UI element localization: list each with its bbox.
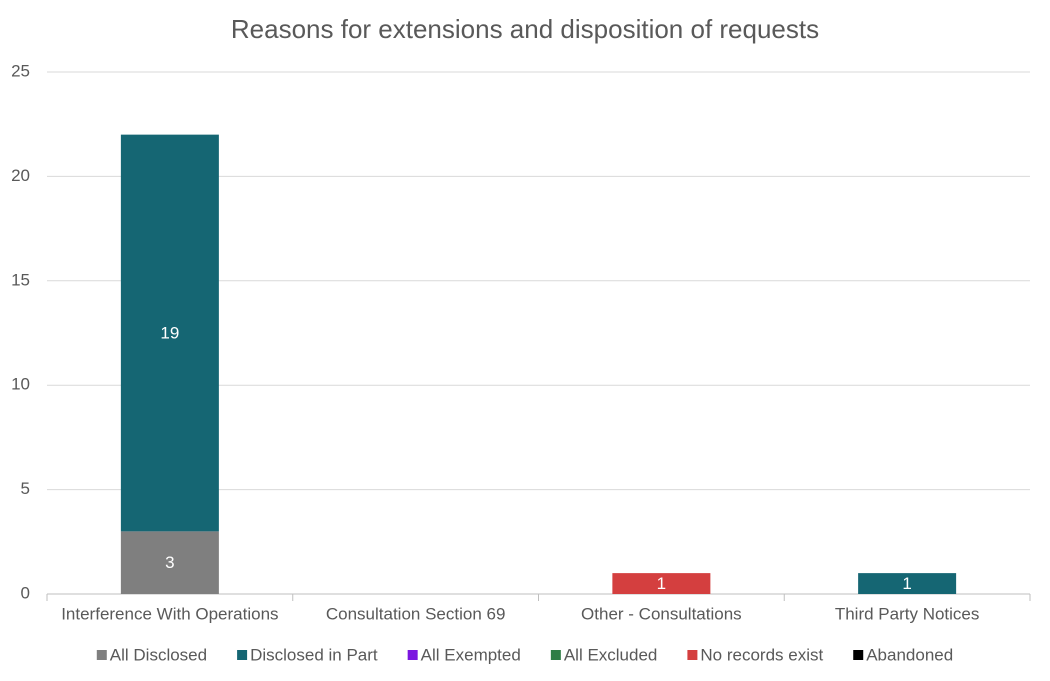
y-tick-label: 25	[11, 61, 30, 80]
data-label: 3	[165, 553, 174, 572]
legend-swatch	[853, 650, 864, 660]
x-tick-label: Third Party Notices	[835, 604, 980, 623]
bar-segment	[120, 531, 219, 594]
legend-label: All Disclosed	[110, 645, 207, 664]
chart-title: Reasons for extensions and disposition o…	[231, 14, 819, 44]
legend-swatch	[96, 650, 107, 660]
y-tick-label: 5	[21, 479, 30, 498]
legend-label: Disclosed in Part	[250, 645, 378, 664]
data-label: 19	[160, 323, 179, 342]
bar-segment	[120, 134, 219, 532]
legend-swatch	[237, 650, 248, 660]
legend-swatch	[407, 650, 418, 660]
data-label: 1	[902, 574, 911, 593]
x-tick-label: Interference With Operations	[61, 604, 278, 623]
x-tick-label: Other - Consultations	[581, 604, 742, 623]
y-tick-label: 10	[11, 375, 30, 394]
legend-label: No records exist	[700, 645, 823, 664]
bar-segment	[858, 573, 957, 594]
x-tick-label: Consultation Section 69	[326, 604, 506, 623]
legend-label: All Exempted	[421, 645, 521, 664]
bar-segment	[612, 573, 711, 594]
y-tick-label: 0	[21, 583, 30, 602]
y-tick-label: 15	[11, 270, 30, 289]
legend-label: Abandoned	[866, 645, 953, 664]
data-label: 1	[657, 574, 666, 593]
legend-swatch	[550, 650, 561, 660]
y-tick-label: 20	[11, 166, 30, 185]
legend-label: All Excluded	[564, 645, 658, 664]
legend-swatch	[687, 650, 698, 660]
